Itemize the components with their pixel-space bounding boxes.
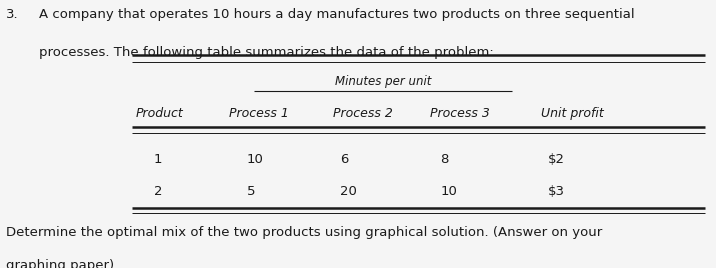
Text: 5: 5 — [247, 185, 256, 198]
Text: Process 1: Process 1 — [229, 107, 289, 120]
Text: 3.: 3. — [6, 8, 19, 21]
Text: $2: $2 — [548, 153, 565, 166]
Text: Process 2: Process 2 — [333, 107, 393, 120]
Text: 10: 10 — [247, 153, 264, 166]
Text: Product: Product — [136, 107, 184, 120]
Text: Minutes per unit: Minutes per unit — [335, 75, 431, 88]
Text: Process 3: Process 3 — [430, 107, 490, 120]
Text: Determine the optimal mix of the two products using graphical solution. (Answer : Determine the optimal mix of the two pro… — [6, 226, 602, 240]
Text: 6: 6 — [340, 153, 349, 166]
Text: processes. The following table summarizes the data of the problem:: processes. The following table summarize… — [39, 46, 494, 59]
Text: 20: 20 — [340, 185, 357, 198]
Text: 10: 10 — [440, 185, 458, 198]
Text: Unit profit: Unit profit — [541, 107, 604, 120]
Text: $3: $3 — [548, 185, 565, 198]
Text: graphing paper): graphing paper) — [6, 259, 114, 268]
Text: 8: 8 — [440, 153, 449, 166]
Text: 2: 2 — [154, 185, 163, 198]
Text: A company that operates 10 hours a day manufactures two products on three sequen: A company that operates 10 hours a day m… — [39, 8, 635, 21]
Text: 1: 1 — [154, 153, 163, 166]
